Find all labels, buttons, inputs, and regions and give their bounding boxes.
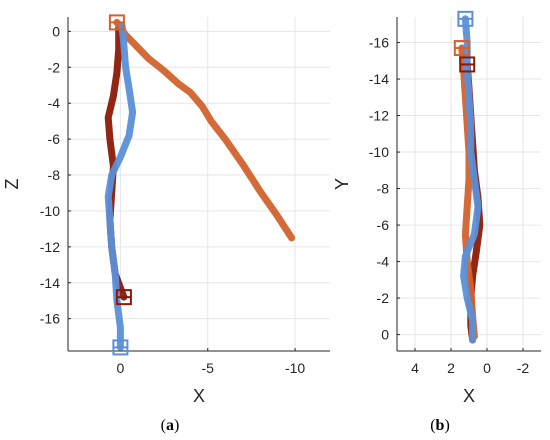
x-tick-label: 0 <box>117 360 125 376</box>
x-tick-label: -2 <box>517 360 530 376</box>
panel-a: 0 -5 -10 0 -2 -4 -6 -8 -10 -12 -14 -16 X Z (a) <box>2 14 330 434</box>
x-tick-label: 2 <box>447 360 455 376</box>
series-marker-1 <box>108 14 125 31</box>
x-tick-label: -5 <box>202 360 215 376</box>
y-tick-label: -10 <box>40 203 60 219</box>
y-tick-label: -14 <box>369 71 389 87</box>
x-axis-label: X <box>193 386 205 406</box>
series-line-2 <box>460 15 482 344</box>
series-marker-2 <box>457 10 474 27</box>
y-tick-label: 0 <box>52 23 60 39</box>
y-tick-label: -16 <box>40 311 60 327</box>
y-tick-label: -12 <box>40 239 60 255</box>
series-line-1 <box>113 18 296 242</box>
y-axis-label: Y <box>332 178 352 190</box>
x-axis-label: X <box>463 386 475 406</box>
y-tick-label: -14 <box>40 275 60 291</box>
y-tick-label: -8 <box>377 181 390 197</box>
panel-caption: (b) <box>430 417 450 434</box>
y-tick-label: -10 <box>369 144 389 160</box>
panel-caption-letter: b <box>436 417 445 434</box>
x-tick-label: -10 <box>285 360 305 376</box>
y-tick-label: -4 <box>377 254 390 270</box>
y-tick-label: -6 <box>377 217 390 233</box>
y-tick-label: -2 <box>48 59 61 75</box>
y-tick-label: -4 <box>48 95 61 111</box>
series-marker-1 <box>453 40 470 57</box>
y-tick-label: -2 <box>377 290 390 306</box>
series-marker-2 <box>112 339 129 356</box>
y-tick-label: -12 <box>369 108 389 124</box>
panel-caption: (a) <box>161 417 180 434</box>
y-tick-label: -16 <box>369 35 389 51</box>
y-tick-label: 0 <box>381 327 389 343</box>
x-tick-label: 0 <box>483 360 491 376</box>
panel-caption-letter: a <box>166 417 174 434</box>
y-tick-label: -6 <box>48 131 61 147</box>
series-marker-0 <box>459 56 476 73</box>
y-tick-label: -8 <box>48 167 61 183</box>
y-axis-label: Z <box>2 179 22 190</box>
x-tick-label: 4 <box>411 360 419 376</box>
series-line-1 <box>458 44 478 340</box>
series-marker-0 <box>115 289 132 306</box>
